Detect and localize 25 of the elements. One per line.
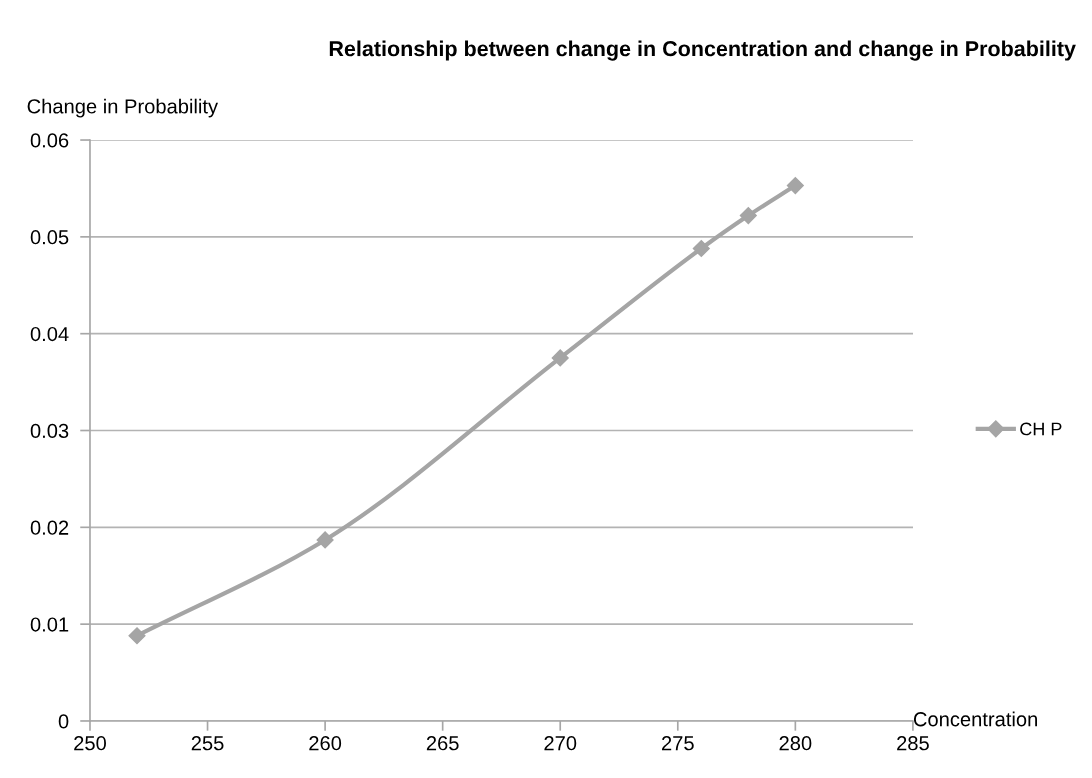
y-axis-title: Change in Probability (27, 98, 219, 118)
point (551, 349, 569, 367)
x-tick-label: 250 (74, 736, 106, 751)
x-tick-label: 255 (191, 736, 224, 751)
y-tick-label: 0 (58, 714, 69, 729)
point (128, 627, 146, 645)
x-tick-label: 265 (426, 736, 459, 751)
y-tick-label: 0.01 (30, 617, 69, 632)
y-tick-label: 0.03 (30, 423, 69, 438)
x-axis-title: Concentration (913, 711, 1037, 727)
x-tick-label: 275 (662, 736, 694, 751)
point (739, 207, 757, 225)
x-tick-label: 260 (309, 736, 342, 751)
x-tick-label: 280 (779, 736, 812, 751)
point (786, 176, 804, 195)
point (692, 239, 710, 258)
x-tick-label: 270 (544, 736, 577, 751)
chart-title: Relationship between change in Concentration and change in Probability (329, 40, 1076, 61)
x-tick-label: 285 (897, 736, 929, 751)
y-tick-label: 0.02 (30, 520, 69, 535)
y-tick-label: 0.06 (30, 133, 69, 148)
y-tick-label: 0.05 (30, 230, 69, 245)
y-tick-label: 0.04 (30, 326, 69, 342)
legend-label: CH P (1020, 422, 1062, 436)
point (316, 531, 334, 549)
